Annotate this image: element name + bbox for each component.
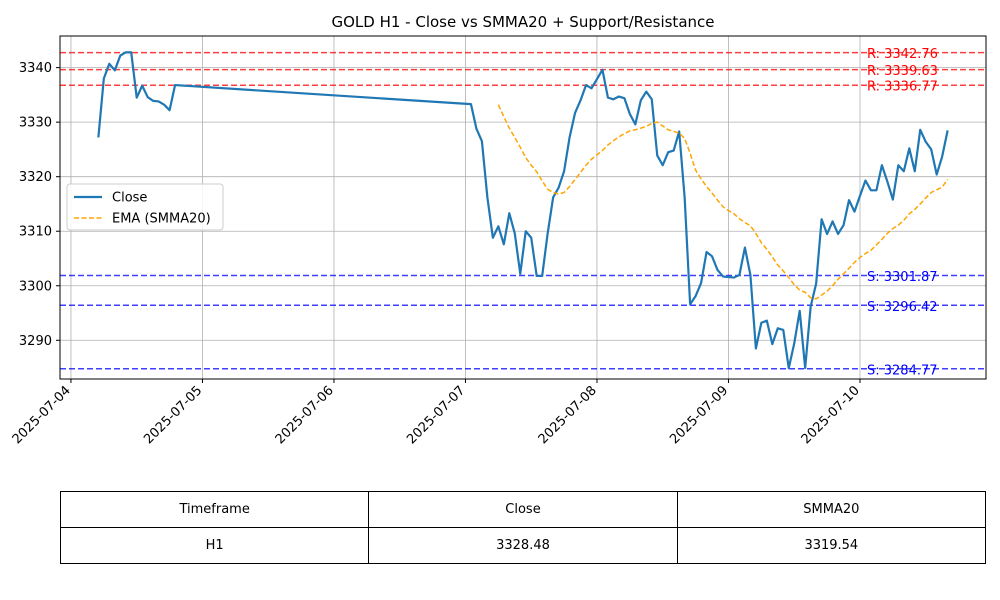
y-tick-label: 3290 bbox=[19, 334, 52, 349]
plot-area-frame bbox=[59, 35, 987, 380]
table-header-row: Timeframe Close SMMA20 bbox=[59, 491, 987, 528]
y-tick-label: 3330 bbox=[19, 116, 52, 131]
x-tick-label: 2025-07-08 bbox=[536, 383, 600, 447]
table-cell: 3319.54 bbox=[676, 527, 987, 564]
y-tick-label: 3300 bbox=[19, 279, 52, 294]
resistance-label: R: 3342.76 bbox=[867, 47, 938, 62]
summary-table: Timeframe Close SMMA20 H1 3328.48 3319.5… bbox=[59, 491, 987, 564]
x-tick-label: 2025-07-07 bbox=[404, 383, 468, 447]
table-cell: H1 bbox=[59, 527, 370, 564]
legend: Close EMA (SMMA20) bbox=[66, 183, 224, 231]
legend-box bbox=[66, 183, 224, 231]
y-tick-label: 3320 bbox=[19, 170, 52, 185]
legend-smma-label: EMA (SMMA20) bbox=[112, 212, 211, 227]
smma20-series-line bbox=[497, 104, 949, 300]
x-axis: 2025-07-04 2025-07-05 2025-07-06 2025-07-07… bbox=[10, 379, 863, 447]
x-tick-label: 2025-07-10 bbox=[799, 383, 863, 447]
legend-close-label: Close bbox=[112, 191, 147, 206]
table-cell: 3328.48 bbox=[368, 527, 678, 564]
y-tick-label: 3340 bbox=[19, 61, 52, 76]
grid bbox=[60, 36, 986, 379]
x-tick-label: 2025-07-06 bbox=[273, 383, 337, 447]
table-header-cell: SMMA20 bbox=[676, 491, 987, 528]
resistance-label: R: 3339.63 bbox=[867, 64, 938, 79]
x-tick-label: 2025-07-09 bbox=[667, 383, 731, 447]
reference-lines: R: 3342.76 R: 3339.63R: 3336.77 S: 3301.87… bbox=[60, 47, 986, 378]
series-layer bbox=[97, 51, 949, 370]
chart-title: GOLD H1 - Close vs SMMA20 + Support/Resi… bbox=[331, 13, 714, 31]
x-tick-label: 2025-07-05 bbox=[141, 383, 205, 447]
table-row: H1 3328.48 3319.54 bbox=[59, 527, 987, 564]
table-header-cell: Close bbox=[368, 491, 678, 528]
support-label: S: 3284.77 bbox=[867, 363, 938, 378]
y-axis: 3290 3300 3310 3320 3330 3340 bbox=[19, 61, 60, 349]
resistance-label: R: 3336.77 bbox=[867, 80, 938, 95]
y-tick-label: 3310 bbox=[19, 225, 52, 240]
x-tick-label: 2025-07-04 bbox=[10, 383, 74, 447]
support-label: S: 3301.87 bbox=[867, 270, 938, 285]
table-header-cell: Timeframe bbox=[59, 491, 370, 528]
support-label: S: 3296.42 bbox=[867, 300, 938, 315]
close-series-line bbox=[97, 51, 949, 370]
